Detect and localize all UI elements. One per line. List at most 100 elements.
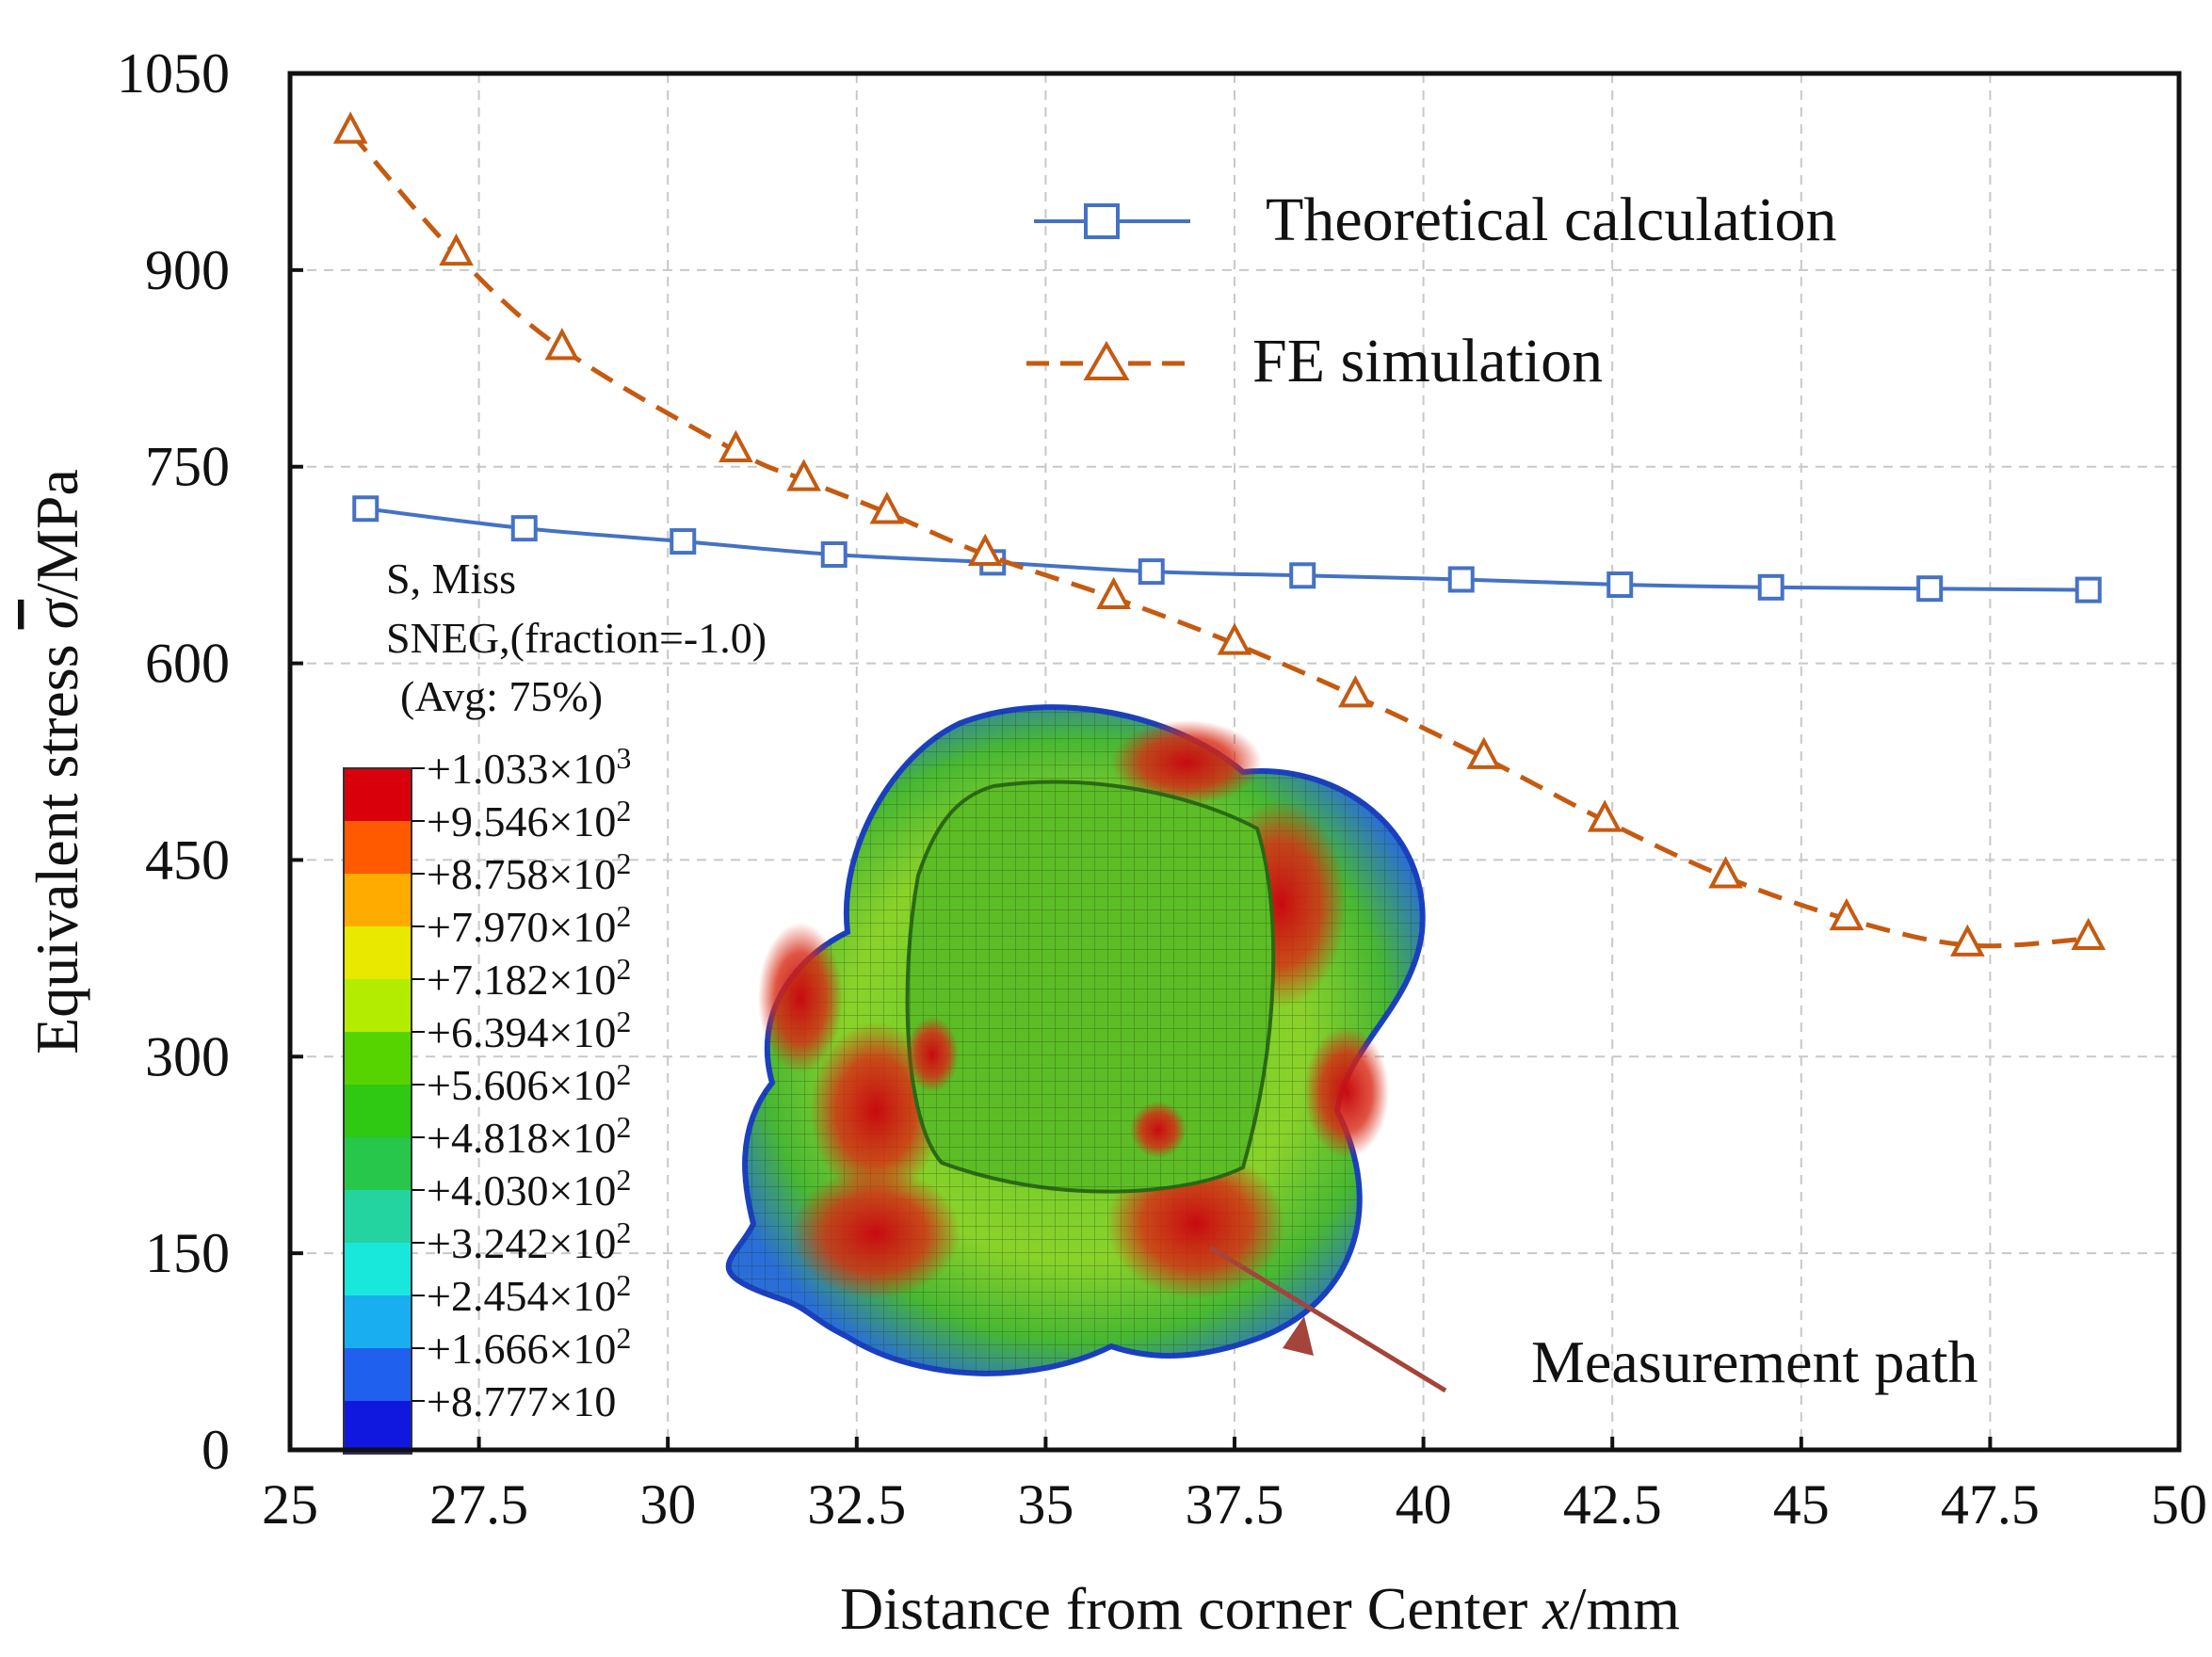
contour-color-band: [344, 1137, 412, 1190]
contour-color-band: [344, 768, 412, 821]
data-point-triangle: [869, 491, 905, 524]
y-tick-label: 750: [145, 436, 230, 498]
data-point-square: [1289, 562, 1316, 589]
data-point-triangle: [332, 111, 368, 144]
contour-header-line: S, Miss: [386, 555, 516, 603]
fe-contour-plot: [725, 704, 1426, 1376]
contour-level-exponent: 2: [616, 1268, 631, 1302]
y-tick-label: 0: [202, 1419, 230, 1481]
data-point-square: [670, 528, 697, 555]
contour-level-label: +4.818×102: [427, 1110, 631, 1162]
data-point-triangle: [786, 458, 821, 491]
contour-level-label: +6.394×102: [427, 1005, 631, 1056]
y-tick-label: 1050: [117, 42, 230, 105]
data-point-triangle: [1466, 736, 1502, 769]
y-tick-label: 900: [145, 239, 230, 301]
contour-level-label: +9.546×102: [427, 794, 631, 845]
x-tick-label: 50: [2151, 1473, 2207, 1536]
x-tick-label: 42.5: [1563, 1473, 1662, 1536]
contour-level-mantissa: +1.666×10: [427, 1325, 616, 1373]
contour-level-exponent: 2: [616, 794, 631, 828]
data-point-triangle: [967, 533, 1003, 567]
chart-legend: Theoretical calculation FE simulation: [1026, 185, 1837, 395]
y-tick-label: 150: [145, 1222, 230, 1284]
fe-punch-hot-right: [1130, 1102, 1187, 1158]
legend-label-theoretical: Theoretical calculation: [1266, 185, 1837, 254]
contour-level-mantissa: +8.777×10: [427, 1377, 616, 1425]
contour-level-exponent: 2: [616, 1215, 631, 1249]
y-axis-title-symbol: σ: [24, 597, 90, 629]
contour-color-band: [344, 1032, 412, 1085]
data-point-triangle: [1338, 675, 1373, 708]
contour-level-exponent: 2: [616, 846, 631, 880]
contour-level-mantissa: +9.546×10: [427, 797, 616, 845]
contour-level-exponent: 2: [616, 1057, 631, 1091]
contour-header-line: SNEG,(fraction=-1.0): [386, 614, 767, 662]
contour-level-mantissa: +6.394×10: [427, 1008, 616, 1056]
y-tick-label: 450: [145, 828, 230, 891]
contour-level-mantissa: +5.606×10: [427, 1061, 616, 1109]
contour-level-mantissa: +4.030×10: [427, 1166, 616, 1215]
x-axis-title-suffix: /mm: [1570, 1575, 1680, 1642]
contour-level-exponent: 3: [616, 741, 631, 775]
x-axis-title: Distance from corner Center x/mm: [840, 1575, 1680, 1642]
fe-hot-zone-sw: [791, 1167, 961, 1299]
y-axis-title: Equivalent stress σ/MPa: [24, 469, 90, 1054]
contour-level-exponent: 2: [616, 1110, 631, 1144]
fe-punch-mesh: [907, 781, 1274, 1192]
contour-level-mantissa: +2.454×10: [427, 1272, 616, 1320]
contour-level-mantissa: +8.758×10: [427, 850, 616, 898]
contour-color-band: [344, 1401, 412, 1454]
data-point-triangle: [1096, 576, 1131, 609]
contour-level-label: +8.758×102: [427, 846, 631, 898]
contour-header-line: (Avg: 75%): [400, 672, 603, 720]
contour-level-exponent: 2: [616, 1163, 631, 1197]
series-line-0: [364, 507, 2089, 592]
contour-color-band: [344, 821, 412, 874]
contour-level-label: +4.030×102: [427, 1163, 631, 1215]
contour-level-mantissa: +3.242×10: [427, 1219, 616, 1267]
x-tick-label: 40: [1396, 1473, 1452, 1536]
annotation-arrow-line: [1208, 1245, 1447, 1393]
contour-color-band: [344, 1190, 412, 1243]
contour-level-label: +2.454×102: [427, 1268, 631, 1320]
data-point-triangle: [1708, 856, 1743, 889]
fe-hot-zone-w: [758, 923, 843, 1073]
contour-level-mantissa: +1.033×10: [427, 745, 616, 793]
data-point-square: [352, 495, 379, 523]
data-point-square: [1138, 558, 1165, 586]
y-axis-title-suffix: /MPa: [24, 469, 90, 600]
data-point-triangle: [544, 328, 580, 361]
legend-label-fe: FE simulation: [1252, 327, 1603, 395]
annotation-arrow-head: [1283, 1316, 1314, 1356]
fe-punch-hot-left: [906, 1017, 959, 1092]
x-tick-label: 45: [1773, 1473, 1830, 1536]
annotation-label: Measurement path: [1531, 1328, 1978, 1395]
contour-level-label: +1.033×103: [427, 741, 631, 793]
x-tick-label: 35: [1017, 1473, 1074, 1536]
contour-color-band: [344, 874, 412, 926]
data-point-triangle: [1829, 897, 1865, 931]
data-point-square: [2075, 576, 2102, 603]
contour-level-mantissa: +7.182×10: [427, 956, 616, 1004]
x-tick-label: 30: [639, 1473, 696, 1536]
data-point-triangle: [1587, 799, 1623, 832]
x-tick-label: 25: [262, 1473, 318, 1536]
data-point-square: [820, 541, 848, 569]
contour-level-exponent: 2: [616, 1005, 631, 1038]
contour-level-mantissa: +4.818×10: [427, 1114, 616, 1162]
contour-level-mantissa: +7.970×10: [427, 903, 616, 951]
x-tick-label: 37.5: [1186, 1473, 1284, 1536]
data-point-triangle: [1949, 924, 1985, 957]
fe-hot-zone-e: [1304, 1026, 1389, 1158]
axis-ticks: 25 27.5 30 32.5 35 37.5 40 42.5 45 47.5 50 0 150 300 4…: [117, 42, 2207, 1536]
contour-color-band: [344, 1348, 412, 1401]
data-point-square: [1916, 575, 1944, 603]
contour-level-exponent: 2: [616, 1321, 631, 1355]
data-point-triangle: [718, 429, 753, 463]
x-tick-label: 47.5: [1941, 1473, 2040, 1536]
data-point-square: [1757, 573, 1784, 601]
contour-legend: S, Miss SNEG,(fraction=-1.0) (Avg: 75%) +1.…: [343, 555, 767, 1455]
contour-level-exponent: 2: [616, 952, 631, 986]
contour-level-label: +7.182×102: [427, 952, 631, 1004]
